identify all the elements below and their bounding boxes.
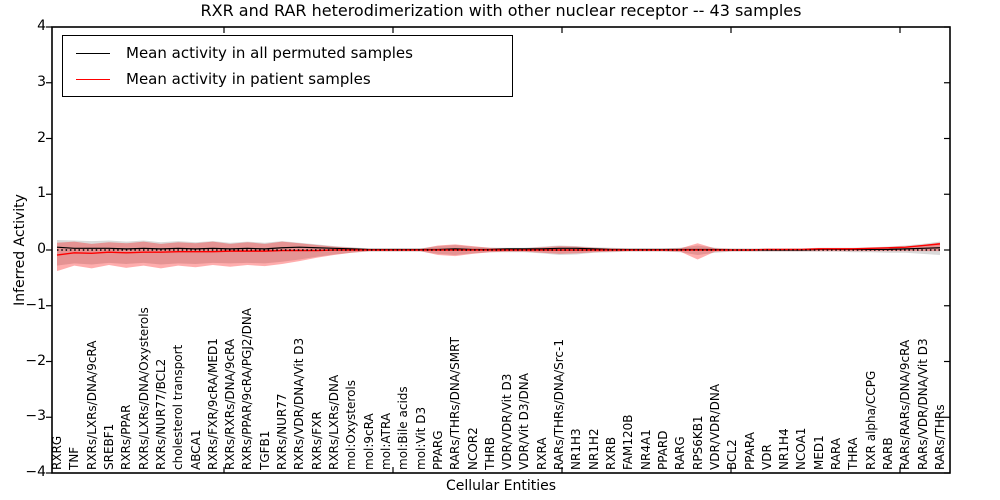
x-tick-label: cholesterol transport [171, 344, 186, 470]
y-tick-label: 3 [37, 73, 46, 90]
y-tick-label: 4 [37, 18, 46, 34]
x-tick-label: VDR/VDR/Vit D3 [500, 373, 515, 470]
x-tick-label: TGFB1 [257, 430, 272, 470]
x-tick-label: RARs/RARs/DNA/9cRA [898, 339, 913, 470]
x-tick-label: RXRs/LXRs/DNA [327, 374, 342, 470]
y-tick-label: −2 [25, 352, 46, 369]
permuted-line-swatch [76, 52, 110, 54]
x-tick-label: RARs/THRs/DNA/Src-1 [552, 339, 567, 470]
x-tick-label: mol:Bile acids [396, 386, 411, 470]
x-tick-label: NR4A1 [638, 429, 653, 470]
x-tick-label: PPARG [430, 430, 445, 470]
x-tick-label: NCOA1 [794, 427, 809, 470]
x-tick-label: mol:Vit D3 [413, 406, 428, 470]
x-tick-label: RXRs/NUR77/BCL2 [153, 358, 168, 470]
x-tick-label: VDR [759, 444, 774, 470]
x-tick-label: RARs/VDR/DNA/Vit D3 [915, 338, 930, 470]
x-tick-label: RARA [829, 437, 844, 470]
x-tick-label: ABCA1 [188, 429, 203, 470]
x-tick-label: RXRs/PPAR [119, 404, 134, 470]
x-tick-label: RPS6KB1 [690, 415, 705, 470]
x-tick-label: mol:ATRA [378, 412, 393, 470]
x-tick-label: NCOR2 [465, 427, 480, 470]
legend-item-patient: Mean activity in patient samples [63, 67, 512, 91]
x-tick-label: RXRs/LXRs/DNA/Oxysterols [136, 307, 151, 470]
x-tick-label: RXRB [604, 436, 619, 470]
x-tick-label: MED1 [811, 435, 826, 470]
x-tick-label: PPARA [742, 432, 757, 470]
x-tick-label: VDR/VDR/DNA [707, 383, 722, 470]
x-tick-label: THRB [482, 437, 497, 470]
y-tick-label: 0 [37, 241, 46, 257]
x-tick-label: mol:Oxysterols [344, 380, 359, 470]
x-tick-label: PPARD [655, 430, 670, 471]
x-tick-label: TNF [67, 446, 82, 470]
x-tick-label: NR1H2 [586, 428, 601, 470]
y-tick-label: 2 [37, 129, 46, 146]
legend-item-permuted: Mean activity in all permuted samples [63, 41, 512, 65]
x-tick-label: RXRs/LXRs/DNA/9cRA [84, 340, 99, 471]
x-tick-label: mol:9cRA [361, 413, 376, 470]
x-tick-label: RARG [673, 436, 688, 470]
x-tick-label: SREBF1 [101, 423, 116, 470]
x-tick-label: RXR alpha/CCPG [863, 370, 878, 470]
x-tick-label: RXRs/FXR/9cRA/MED1 [205, 338, 220, 470]
x-tick-label: RARs/THRs [933, 404, 947, 470]
x-tick-label: RARB [881, 437, 896, 470]
x-tick-label: NR1H4 [777, 428, 792, 470]
y-tick-label: −1 [25, 296, 46, 313]
x-tick-label: FAM120B [621, 414, 636, 471]
x-tick-label: RXRs/PPAR/9cRA/PGJ2/DNA [240, 308, 255, 470]
x-axis-label: Cellular Entities [445, 478, 557, 494]
legend-label: Mean activity in patient samples [126, 70, 371, 88]
x-tick-label: RARs/THRs/DNA/SMRT [448, 337, 463, 470]
y-tick-label: −4 [25, 464, 46, 480]
x-tick-label: NR1H3 [569, 428, 584, 470]
patient-line-swatch [76, 78, 110, 80]
x-tick-label: RXRs/FXR [309, 411, 324, 470]
permuted-band [57, 239, 940, 266]
legend-label: Mean activity in all permuted samples [126, 44, 413, 62]
x-tick-label: RXRG [50, 435, 64, 470]
y-tick-label: −3 [25, 408, 46, 425]
x-tick-label: THRA [846, 437, 861, 470]
x-tick-label: RXRA [534, 437, 549, 470]
legend-box: Mean activity in all permuted samples Me… [62, 35, 513, 97]
x-tick-label: BCL2 [725, 439, 740, 470]
x-tick-label: VDR/Vit D3/DNA [517, 373, 532, 470]
y-tick-label: 1 [37, 185, 46, 202]
x-tick-label: RXRs/RXRs/DNA/9cRA [223, 338, 238, 470]
chart-title: RXR and RAR heterodimerization with othe… [200, 1, 802, 20]
x-tick-label: RXRs/VDR/DNA/Vit D3 [292, 337, 307, 470]
x-tick-label: RXRs/NUR77 [275, 393, 290, 470]
patient-band [57, 241, 940, 272]
